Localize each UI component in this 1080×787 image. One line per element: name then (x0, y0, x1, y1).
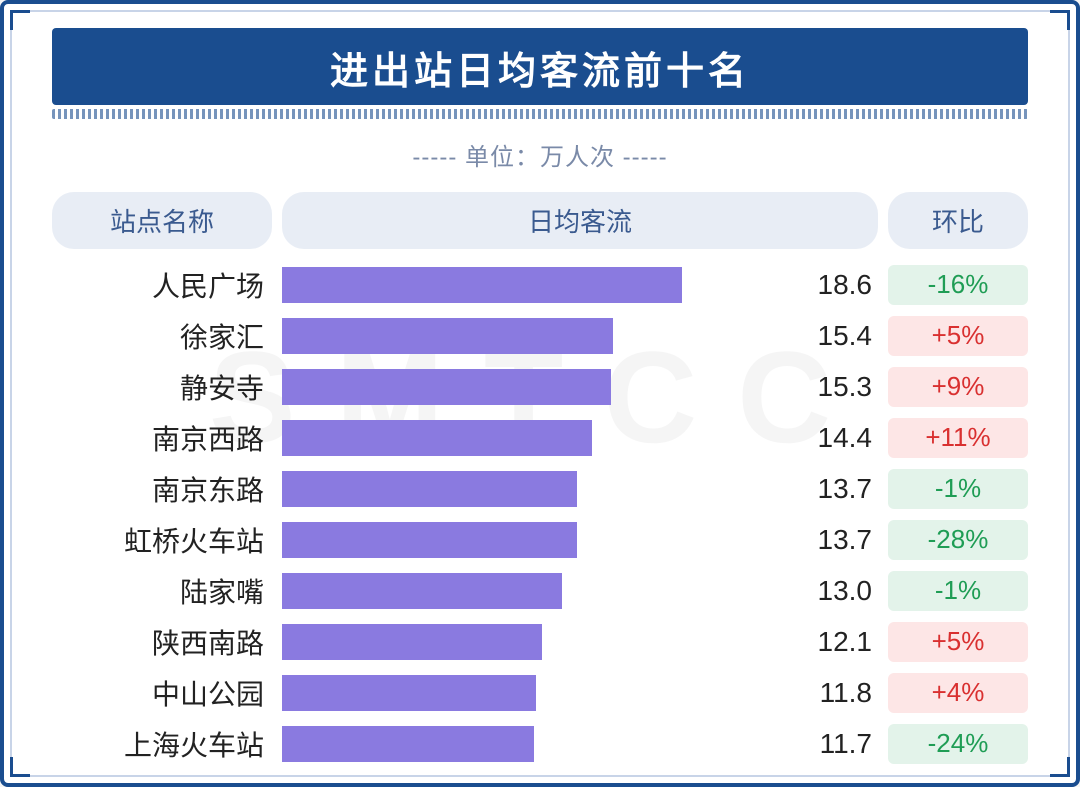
bar (282, 624, 542, 660)
bar-track (282, 675, 798, 711)
bar (282, 318, 613, 354)
table-row: 中山公园 11.8 +4% (52, 667, 1028, 718)
header-change: 环比 (888, 192, 1028, 249)
change-badge: +5% (888, 316, 1028, 356)
table-row: 徐家汇 15.4 +5% (52, 310, 1028, 361)
bar-track (282, 267, 798, 303)
table-header-row: 站点名称 日均客流 环比 (52, 192, 1028, 249)
flow-cell: 12.1 (282, 616, 878, 667)
bar-track (282, 573, 798, 609)
flow-cell: 15.3 (282, 361, 878, 412)
change-badge: -1% (888, 469, 1028, 509)
flow-value: 13.7 (798, 524, 878, 556)
corner-decoration (1050, 10, 1070, 30)
station-name: 南京西路 (52, 418, 272, 458)
table-row: 虹桥火车站 13.7 -28% (52, 514, 1028, 565)
bar (282, 420, 592, 456)
flow-value: 13.7 (798, 473, 878, 505)
flow-value: 12.1 (798, 626, 878, 658)
flow-value: 15.4 (798, 320, 878, 352)
inner-frame: 进出站日均客流前十名 ----- 单位：万人次 ----- SMTCC 站点名称… (10, 10, 1070, 777)
corner-decoration (10, 757, 30, 777)
ranking-table: 站点名称 日均客流 环比 人民广场 18.6 -16% 徐家汇 15.4 +5% 静安寺 15… (52, 192, 1028, 769)
table-row: 南京西路 14.4 +11% (52, 412, 1028, 463)
subtitle-text: 单位：万人次 (465, 144, 615, 171)
flow-cell: 13.7 (282, 514, 878, 565)
bar-track (282, 726, 798, 762)
bar (282, 522, 577, 558)
flow-cell: 11.8 (282, 667, 878, 718)
station-name: 人民广场 (52, 265, 272, 305)
bar (282, 675, 536, 711)
header-flow: 日均客流 (282, 192, 878, 249)
chart-title: 进出站日均客流前十名 (52, 28, 1028, 105)
flow-value: 18.6 (798, 269, 878, 301)
station-name: 中山公园 (52, 673, 272, 713)
table-row: 静安寺 15.3 +9% (52, 361, 1028, 412)
flow-value: 13.0 (798, 575, 878, 607)
change-badge: +5% (888, 622, 1028, 662)
table-body: 人民广场 18.6 -16% 徐家汇 15.4 +5% 静安寺 15.3 +9% 南京西路 14.4… (52, 259, 1028, 769)
flow-cell: 13.0 (282, 565, 878, 616)
chart-container: 进出站日均客流前十名 ----- 单位：万人次 ----- SMTCC 站点名称… (0, 0, 1080, 787)
bar-track (282, 369, 798, 405)
header-station: 站点名称 (52, 192, 272, 249)
bar (282, 471, 577, 507)
station-name: 虹桥火车站 (52, 520, 272, 560)
corner-decoration (10, 10, 30, 30)
title-stripe (52, 109, 1028, 119)
table-row: 南京东路 13.7 -1% (52, 463, 1028, 514)
change-badge: +11% (888, 418, 1028, 458)
flow-cell: 14.4 (282, 412, 878, 463)
station-name: 南京东路 (52, 469, 272, 509)
flow-value: 11.7 (798, 728, 878, 760)
bar (282, 573, 562, 609)
table-row: 上海火车站 11.7 -24% (52, 718, 1028, 769)
bar-track (282, 318, 798, 354)
change-badge: +4% (888, 673, 1028, 713)
station-name: 上海火车站 (52, 724, 272, 764)
change-badge: -1% (888, 571, 1028, 611)
bar (282, 726, 534, 762)
station-name: 静安寺 (52, 367, 272, 407)
flow-cell: 13.7 (282, 463, 878, 514)
flow-value: 14.4 (798, 422, 878, 454)
chart-subtitle: ----- 单位：万人次 ----- (12, 137, 1068, 172)
bar (282, 369, 611, 405)
station-name: 陕西南路 (52, 622, 272, 662)
bar-track (282, 471, 798, 507)
flow-cell: 18.6 (282, 259, 878, 310)
flow-value: 11.8 (798, 677, 878, 709)
table-row: 陕西南路 12.1 +5% (52, 616, 1028, 667)
bar (282, 267, 682, 303)
table-row: 陆家嘴 13.0 -1% (52, 565, 1028, 616)
subtitle-dashes-left: ----- (412, 144, 457, 171)
flow-cell: 11.7 (282, 718, 878, 769)
change-badge: -28% (888, 520, 1028, 560)
change-badge: -24% (888, 724, 1028, 764)
flow-value: 15.3 (798, 371, 878, 403)
bar-track (282, 420, 798, 456)
bar-track (282, 522, 798, 558)
station-name: 陆家嘴 (52, 571, 272, 611)
change-badge: +9% (888, 367, 1028, 407)
bar-track (282, 624, 798, 660)
station-name: 徐家汇 (52, 316, 272, 356)
table-row: 人民广场 18.6 -16% (52, 259, 1028, 310)
corner-decoration (1050, 757, 1070, 777)
subtitle-dashes-right: ----- (623, 144, 668, 171)
flow-cell: 15.4 (282, 310, 878, 361)
change-badge: -16% (888, 265, 1028, 305)
